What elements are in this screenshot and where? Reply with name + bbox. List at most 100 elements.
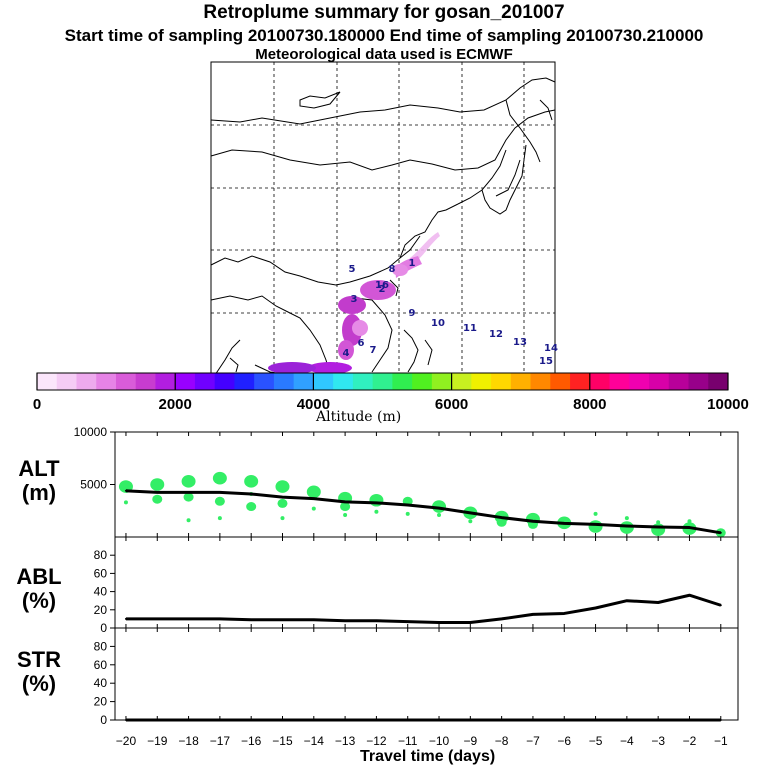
cluster-marker	[183, 492, 194, 502]
trajectory-label-6: 6	[358, 338, 365, 349]
x-tick-label: −5	[589, 734, 603, 748]
x-tick-label: −14	[304, 734, 325, 748]
str-data-point	[657, 719, 660, 721]
x-tick-label: −17	[210, 734, 231, 748]
x-tick-label: −4	[620, 734, 634, 748]
colorbar-swatch	[412, 373, 433, 390]
x-tick-label: −19	[147, 734, 168, 748]
plume-footprint	[268, 232, 440, 374]
cluster-marker	[343, 512, 348, 517]
abl-data-point	[563, 612, 566, 615]
alt-data-point	[688, 526, 691, 529]
abl-data-point	[469, 621, 472, 624]
trajectory-label-2: 2	[379, 284, 386, 295]
cluster-marker	[212, 471, 227, 485]
alt-data-point	[625, 524, 628, 527]
trajectory-label-16: 16	[375, 280, 389, 291]
str-data-point	[469, 719, 472, 721]
cluster-marker	[593, 511, 598, 516]
cluster-marker	[181, 475, 196, 488]
colorbar-swatch	[352, 373, 374, 390]
colorbar-swatch	[254, 373, 275, 390]
x-tick-label: −11	[398, 734, 418, 748]
trajectory-label-3: 3	[351, 294, 358, 305]
cluster-marker	[275, 480, 290, 493]
cluster-marker	[656, 520, 661, 525]
colorbar-swatch	[451, 373, 472, 390]
alt-data-point	[375, 501, 378, 504]
colorbar-tick-labels: 0 2000 4000 6000 8000 10000	[33, 373, 749, 413]
abl-data-point	[312, 618, 315, 621]
altitude-colorbar	[36, 372, 729, 391]
abl-frame	[114, 536, 739, 629]
alt-data-point	[344, 500, 347, 503]
map-gridlines	[211, 62, 555, 374]
x-tick-label: −7	[526, 734, 540, 748]
y-tick-label: 40	[94, 676, 108, 690]
abl-data-point	[281, 618, 284, 621]
alt-data-point	[124, 489, 127, 492]
y-tick-label: 20	[94, 695, 108, 709]
colorbar-swatch	[510, 373, 532, 390]
cluster-marker	[687, 519, 692, 524]
x-tick-label: −2	[683, 734, 697, 748]
x-tick-label: −20	[116, 734, 137, 748]
y-tick-label: 10000	[74, 425, 108, 439]
x-tick-label: −15	[272, 734, 293, 748]
trajectory-label-8: 8	[389, 264, 396, 275]
y-tick-label: 60	[94, 658, 108, 672]
colorbar-swatch	[273, 373, 295, 390]
trajectory-label-9: 9	[409, 308, 416, 319]
abl-data-point	[500, 617, 503, 620]
trajectory-label-5: 5	[349, 264, 356, 275]
alt-series-line	[125, 489, 722, 535]
abl-axis-label: ABL (%)	[4, 565, 74, 613]
x-tick-label: −9	[463, 734, 477, 748]
abl-label-unit: (%)	[21, 588, 57, 613]
alt-data-point	[594, 523, 597, 526]
str-data-point	[719, 719, 722, 721]
y-tick-label: 5000	[80, 478, 107, 492]
sampling-time-line: Start time of sampling 20100730.180000 E…	[64, 26, 704, 45]
str-data-point	[375, 719, 378, 721]
str-data-point	[281, 719, 284, 721]
abl-data-point	[438, 621, 441, 624]
alt-axis-label: ALT (m)	[4, 457, 74, 505]
y-tick-label: 60	[94, 566, 108, 580]
str-frame	[114, 627, 739, 721]
abl-data-point	[688, 594, 691, 597]
abl-label-name: ABL	[16, 564, 62, 589]
alt-data-point	[563, 522, 566, 525]
colorbar-swatch	[293, 373, 314, 390]
str-data-point	[218, 719, 221, 721]
cluster-marker	[311, 506, 316, 511]
colorbar-swatch	[372, 373, 393, 390]
trajectory-label-10: 10	[431, 318, 445, 329]
x-tick-label: −16	[241, 734, 262, 748]
y-tick-label: 80	[94, 548, 108, 562]
colorbar-swatch	[392, 373, 413, 390]
colorbar-swatch	[333, 373, 354, 390]
y-tick-label: 0	[100, 713, 107, 727]
cluster-marker	[277, 498, 288, 508]
colorbar-title: Altitude (m)	[316, 409, 402, 425]
x-tick-label: −13	[335, 734, 356, 748]
alt-data-point	[250, 492, 253, 495]
x-axis-title: Travel time (days)	[360, 748, 496, 765]
colorbar-swatch	[550, 373, 571, 390]
alt-data-point	[218, 491, 221, 494]
x-tick-label: −10	[429, 734, 450, 748]
cluster-marker	[588, 520, 603, 533]
cluster-marker	[437, 512, 442, 517]
colorbar-swatch	[115, 373, 137, 390]
colorbar-swatch	[56, 373, 77, 390]
abl-data-point	[375, 619, 378, 622]
alt-data-point	[406, 503, 409, 506]
str-data-point	[406, 719, 409, 721]
colorbar-tick-label: 2000	[159, 396, 192, 413]
alt-data-point	[500, 516, 503, 519]
alt-label-unit: (m)	[21, 480, 57, 505]
trajectory-label-13: 13	[513, 337, 527, 348]
alt-data-point	[657, 526, 660, 529]
